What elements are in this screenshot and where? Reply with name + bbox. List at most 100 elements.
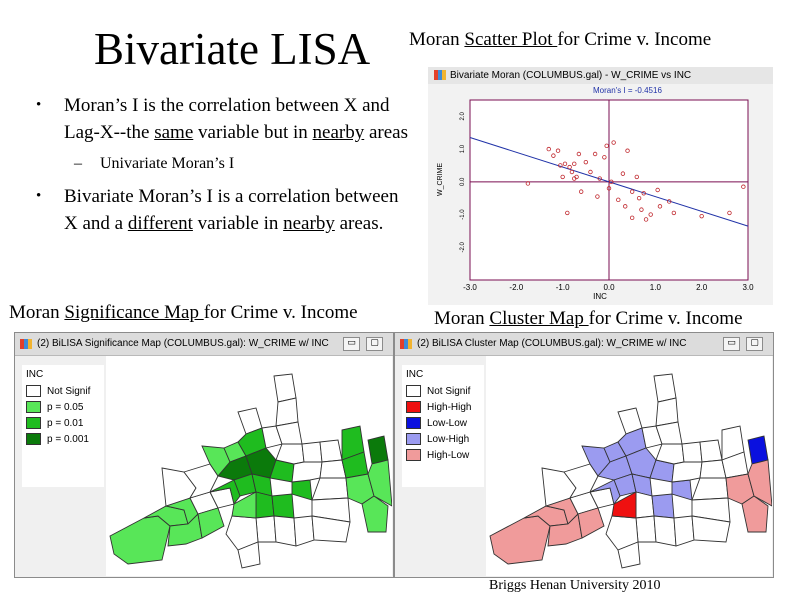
maximize-icon[interactable]: ▢ <box>746 337 763 351</box>
scatter-point <box>555 148 561 153</box>
tract-polygon[interactable] <box>651 493 675 519</box>
tract-polygon[interactable] <box>231 491 257 519</box>
columbus-map-cluster[interactable] <box>486 356 772 576</box>
tract-polygon[interactable] <box>367 435 389 465</box>
legend-item-low-low[interactable]: Low-Low <box>406 417 467 431</box>
legend-item-p01[interactable]: p = 0.01 <box>26 417 83 431</box>
tract-polygon[interactable] <box>611 491 637 519</box>
legend-label: Not Signif <box>427 386 471 397</box>
maximize-icon[interactable]: ▢ <box>366 337 383 351</box>
scatter-point <box>551 153 556 158</box>
tract-polygon[interactable] <box>319 459 347 479</box>
geoda-app-icon <box>434 70 446 80</box>
tract-polygon[interactable] <box>673 515 695 547</box>
tract-polygon[interactable] <box>301 441 323 463</box>
cluster-caption: Moran Cluster Map for Crime v. Income <box>434 308 743 330</box>
tract-polygon[interactable] <box>699 459 727 479</box>
tract-polygon[interactable] <box>489 515 551 565</box>
tract-polygon[interactable] <box>655 443 685 465</box>
tract-polygon[interactable] <box>691 515 731 543</box>
scatter-point <box>648 212 653 217</box>
tract-polygon[interactable] <box>291 479 313 501</box>
scatter-point <box>567 164 572 170</box>
legend-label: Not Signif <box>47 386 91 397</box>
tract-polygon[interactable] <box>361 495 389 533</box>
tract-polygon[interactable] <box>273 373 297 403</box>
legend-swatch <box>26 401 41 414</box>
tract-polygon[interactable] <box>273 515 297 547</box>
legend-item-high-high[interactable]: High-High <box>406 401 471 415</box>
emphasis-different: different <box>127 213 193 234</box>
tract-polygon[interactable] <box>635 515 657 543</box>
minimize-icon[interactable]: ▭ <box>343 337 360 351</box>
legend-swatch <box>406 385 421 398</box>
scatter-point <box>546 146 551 152</box>
cluster-window-title: (2) BiLISA Cluster Map (COLUMBUS.gal): W… <box>417 338 687 349</box>
tract-polygon[interactable] <box>671 479 693 501</box>
tract-polygon[interactable] <box>197 507 225 539</box>
legend-item-p05[interactable]: p = 0.05 <box>26 401 83 415</box>
tract-polygon[interactable] <box>589 479 621 506</box>
scatter-point <box>572 161 577 167</box>
morans-i-label: Moran's I = -0.4516 <box>593 86 662 95</box>
tract-polygon[interactable] <box>577 507 605 539</box>
legend-item-p001[interactable]: p = 0.001 <box>26 433 89 447</box>
tract-polygon[interactable] <box>655 397 679 427</box>
scatter-point <box>588 169 593 175</box>
legend-swatch <box>26 433 41 446</box>
bullet-text-mid: variable in <box>192 213 284 234</box>
scatter-point <box>634 174 639 180</box>
tract-polygon[interactable] <box>617 541 641 569</box>
legend-item-high-low[interactable]: High-Low <box>406 449 469 463</box>
tract-polygon[interactable] <box>699 439 723 463</box>
scatter-point <box>565 210 570 216</box>
significance-caption: Moran Significance Map for Crime v. Inco… <box>9 302 358 324</box>
sub-bullet-univariate: – Univariate Moran’s I <box>36 150 416 177</box>
cluster-map-window[interactable]: (2) BiLISA Cluster Map (COLUMBUS.gal): W… <box>394 332 774 578</box>
scatter-plot-titlebar[interactable]: Bivariate Moran (COLUMBUS.gal) - W_CRIME… <box>428 67 773 84</box>
legend-item-not-signif[interactable]: Not Signif <box>26 385 90 399</box>
y-tick-label: 1.0 <box>460 144 466 153</box>
tract-polygon[interactable] <box>275 397 299 427</box>
bullet-text: Bivariate Moran’s I is a correlation bet… <box>64 186 399 234</box>
bullet-glyph: • <box>36 188 42 204</box>
tract-polygon[interactable] <box>681 441 703 463</box>
tract-polygon[interactable] <box>653 373 677 403</box>
scatter-plot-canvas[interactable]: Moran's I = -0.4516 W_CRIME INC -3.0 -2.0… <box>428 84 773 305</box>
tract-polygon[interactable] <box>747 459 772 507</box>
cluster-titlebar[interactable]: (2) BiLISA Cluster Map (COLUMBUS.gal): W… <box>395 333 773 356</box>
tract-polygon[interactable] <box>653 515 677 547</box>
tract-polygon[interactable] <box>255 491 275 519</box>
scatter-point <box>592 151 598 157</box>
scatter-point <box>639 207 644 212</box>
tract-polygon[interactable] <box>319 439 343 463</box>
minimize-icon[interactable]: ▭ <box>723 337 740 351</box>
scatter-plot-window[interactable]: Bivariate Moran (COLUMBUS.gal) - W_CRIME… <box>428 67 773 305</box>
significance-map-window[interactable]: (2) BiLISA Significance Map (COLUMBUS.ga… <box>14 332 394 578</box>
tract-polygon[interactable] <box>293 515 315 547</box>
tract-polygon[interactable] <box>671 461 703 483</box>
tract-polygon[interactable] <box>747 435 769 465</box>
tract-polygon[interactable] <box>255 515 277 543</box>
significance-map-canvas[interactable] <box>106 356 392 576</box>
tract-polygon[interactable] <box>311 477 349 501</box>
tract-polygon[interactable] <box>291 461 323 483</box>
legend-item-not-signif[interactable]: Not Signif <box>406 385 470 399</box>
legend-item-low-high[interactable]: Low-High <box>406 433 469 447</box>
tract-polygon[interactable] <box>741 495 769 533</box>
tract-polygon[interactable] <box>271 493 295 519</box>
tract-polygon[interactable] <box>275 443 305 465</box>
cluster-map-canvas[interactable] <box>486 356 772 576</box>
tract-polygon[interactable] <box>691 477 729 501</box>
tract-polygon[interactable] <box>209 479 241 506</box>
tract-polygon[interactable] <box>367 459 392 507</box>
tract-polygon[interactable] <box>311 515 351 543</box>
tract-polygon[interactable] <box>109 515 171 565</box>
bullet-list: • Moran’s I is the correlation between X… <box>36 92 416 237</box>
scatter-point <box>597 176 602 181</box>
tract-polygon[interactable] <box>635 491 655 519</box>
significance-titlebar[interactable]: (2) BiLISA Significance Map (COLUMBUS.ga… <box>15 333 393 356</box>
columbus-map-significance[interactable] <box>106 356 392 576</box>
legend-label: p = 0.001 <box>47 434 89 445</box>
tract-polygon[interactable] <box>237 541 261 569</box>
